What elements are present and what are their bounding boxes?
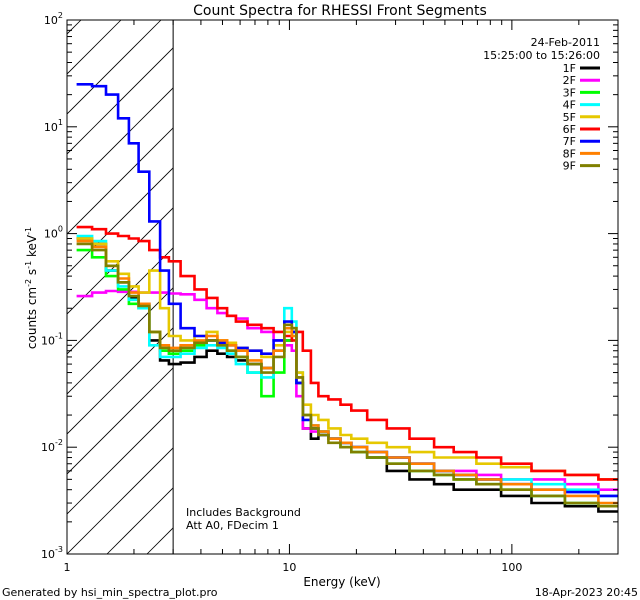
y-tick-labels: 10-3 10-2 10-1 100 101 102 (41, 11, 63, 561)
x-tick-label: 10 (282, 561, 296, 574)
legend-label-1F: 1F (563, 62, 576, 75)
x-tick-labels: 1 10 100 (64, 561, 523, 574)
hatch-line (67, 447, 174, 554)
chart-title: Count Spectra for RHESSI Front Segments (193, 3, 487, 19)
hatch-line (67, 207, 174, 315)
hatched-region (67, 20, 174, 554)
series-9F (76, 242, 618, 508)
hatch-line (67, 367, 174, 475)
legend-label-4F: 4F (563, 99, 576, 112)
legend-label-9F: 9F (563, 160, 576, 173)
y-tick-label: 10-2 (41, 438, 63, 454)
hatch-line (67, 87, 174, 195)
legend-label-8F: 8F (563, 147, 576, 160)
plot-frame (66, 19, 619, 555)
y-tick-label: 101 (44, 118, 63, 134)
x-tick-label: 1 (64, 561, 71, 574)
date-label: 24-Feb-2011 (531, 36, 600, 49)
time-range-label: 15:25:00 to 15:26:00 (483, 49, 600, 62)
hatch-line (67, 20, 162, 115)
legend-label-5F: 5F (563, 111, 576, 124)
x-tick-label: 100 (501, 561, 522, 574)
footer-generated-by: Generated by hsi_min_spectra_plot.pro (2, 586, 218, 599)
axis-ticks (66, 19, 619, 555)
y-tick-label: 102 (44, 11, 63, 27)
legend-label-7F: 7F (563, 135, 576, 148)
legend-label-2F: 2F (563, 74, 576, 87)
y-tick-label: 10-1 (41, 331, 63, 347)
y-tick-label: 100 (44, 225, 63, 241)
annotation-background: Includes Background (186, 506, 301, 519)
series-group (76, 83, 618, 513)
annotation-attenuator: Att A0, FDecim 1 (186, 519, 279, 532)
hatch-line (67, 407, 174, 515)
series-6F (76, 225, 618, 481)
legend-label-6F: 6F (563, 123, 576, 136)
footer-timestamp: 18-Apr-2023 20:45 (535, 586, 638, 599)
x-axis-label: Energy (keV) (303, 575, 380, 589)
y-tick-label: 10-3 (41, 545, 63, 561)
y-axis-label: counts cm-2 s-1 keV-1 (24, 227, 39, 349)
hatch-line (67, 47, 174, 155)
legend-label-3F: 3F (563, 86, 576, 99)
